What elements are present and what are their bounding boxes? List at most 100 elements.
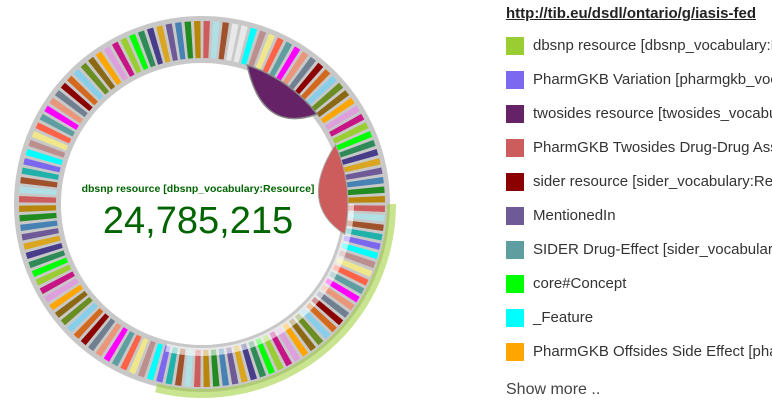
ring-segment[interactable] bbox=[346, 220, 384, 232]
ring-segment[interactable] bbox=[325, 105, 360, 130]
ring-segment[interactable] bbox=[174, 22, 186, 60]
graph-link[interactable]: http://tib.eu/dsdl/ontario/g/iasis-fed bbox=[506, 5, 756, 22]
ring-segment[interactable] bbox=[120, 37, 142, 74]
ring-segment[interactable] bbox=[67, 75, 98, 106]
ring-segment[interactable] bbox=[325, 278, 360, 303]
ring-segment[interactable] bbox=[294, 62, 324, 95]
ring-segment[interactable] bbox=[335, 257, 373, 277]
ring-segment[interactable] bbox=[276, 327, 301, 362]
ring-segment[interactable] bbox=[262, 37, 284, 74]
ring-segment[interactable] bbox=[288, 318, 316, 352]
ring-segment[interactable] bbox=[44, 278, 79, 303]
ring-segment[interactable] bbox=[335, 131, 373, 151]
ring-segment[interactable] bbox=[20, 176, 58, 188]
ring-segment[interactable] bbox=[184, 21, 194, 59]
ring-segment[interactable] bbox=[95, 51, 122, 86]
ring-segment[interactable] bbox=[194, 349, 201, 387]
ring-segment[interactable] bbox=[332, 122, 369, 144]
ring-segment[interactable] bbox=[306, 302, 337, 333]
ring-segment[interactable] bbox=[282, 322, 309, 357]
ring-segment[interactable] bbox=[35, 122, 72, 144]
ring-segment[interactable] bbox=[276, 46, 301, 81]
ring-segment[interactable] bbox=[60, 82, 93, 112]
ring-segment[interactable] bbox=[341, 243, 379, 260]
legend-item[interactable]: PharmGKB Twosides Drug-Drug Association bbox=[506, 138, 772, 158]
ring-segment[interactable] bbox=[44, 105, 79, 130]
ring-segment[interactable] bbox=[262, 334, 284, 371]
ring-segment[interactable] bbox=[39, 113, 75, 137]
legend-item[interactable]: _Feature bbox=[506, 308, 772, 328]
ring-segment[interactable] bbox=[111, 331, 135, 367]
ring-segment[interactable] bbox=[329, 271, 365, 295]
legend-item[interactable]: dbsnp resource [dbsnp_vocabulary:Resourc… bbox=[506, 36, 772, 56]
ring-segment[interactable] bbox=[174, 348, 186, 386]
ring-segment[interactable] bbox=[31, 257, 69, 277]
ring-segment[interactable] bbox=[255, 33, 275, 71]
ring-segment[interactable] bbox=[203, 349, 210, 387]
ring-segment[interactable] bbox=[210, 21, 220, 59]
ring-segment[interactable] bbox=[338, 250, 376, 269]
ring-segment[interactable] bbox=[184, 349, 194, 387]
ring-segment[interactable] bbox=[73, 69, 104, 100]
ring-segment[interactable] bbox=[194, 21, 201, 59]
ring-segment[interactable] bbox=[300, 69, 331, 100]
ring-segment[interactable] bbox=[269, 41, 293, 77]
ring-segment[interactable] bbox=[49, 284, 84, 311]
ring-segment[interactable] bbox=[332, 264, 369, 286]
ring-segment[interactable] bbox=[137, 30, 156, 68]
legend-item[interactable]: MentionedIn bbox=[506, 206, 772, 226]
legend-item[interactable]: sider resource [sider_vocabulary:Resourc… bbox=[506, 172, 772, 192]
ring-segment[interactable] bbox=[218, 22, 230, 60]
chords[interactable] bbox=[246, 64, 349, 236]
ring-segment[interactable] bbox=[129, 337, 149, 375]
ring-segment[interactable] bbox=[103, 46, 128, 81]
ring-segment[interactable] bbox=[19, 205, 57, 212]
ring-segment[interactable] bbox=[241, 27, 258, 65]
ring-segment[interactable] bbox=[329, 113, 365, 137]
ring-segment[interactable] bbox=[111, 41, 135, 77]
ring-segment[interactable] bbox=[31, 131, 69, 151]
ring-segment[interactable] bbox=[25, 243, 63, 260]
ring-segment[interactable] bbox=[19, 186, 57, 196]
ring-segment[interactable] bbox=[80, 62, 110, 95]
ring-segment[interactable] bbox=[49, 97, 84, 124]
ring-segment[interactable] bbox=[28, 139, 66, 158]
ring-segment[interactable] bbox=[21, 167, 59, 180]
ring-segment[interactable] bbox=[347, 196, 385, 203]
ring-segment[interactable] bbox=[226, 347, 239, 385]
ring-segment[interactable] bbox=[88, 56, 116, 90]
ring-segment[interactable] bbox=[248, 340, 267, 378]
ring-segment[interactable] bbox=[203, 21, 210, 59]
ring-segment[interactable] bbox=[165, 347, 178, 385]
ring-segment[interactable] bbox=[137, 340, 156, 378]
ring-segment[interactable] bbox=[306, 75, 337, 106]
ring-segment[interactable] bbox=[146, 343, 163, 381]
chord-twosides[interactable] bbox=[246, 64, 319, 120]
ring-segment[interactable] bbox=[146, 27, 163, 65]
ring-segment[interactable] bbox=[294, 313, 324, 346]
ring-segment[interactable] bbox=[233, 345, 248, 383]
ring-segment[interactable] bbox=[19, 212, 57, 222]
ring-segment[interactable] bbox=[67, 302, 98, 333]
ring-segment[interactable] bbox=[311, 296, 344, 326]
ring-segment[interactable] bbox=[103, 327, 128, 362]
ring-segment[interactable] bbox=[165, 23, 178, 61]
ring-segment[interactable] bbox=[20, 220, 58, 232]
ring-segment[interactable] bbox=[346, 176, 384, 188]
ring-segment[interactable] bbox=[347, 186, 385, 196]
ring-segment[interactable] bbox=[282, 51, 309, 86]
ring-segment[interactable] bbox=[21, 228, 59, 241]
ring-segment[interactable] bbox=[345, 167, 383, 180]
show-more-link[interactable]: Show more .. bbox=[506, 381, 601, 398]
ring-segment[interactable] bbox=[28, 250, 66, 269]
ring-segment[interactable] bbox=[23, 235, 61, 250]
ring-segments[interactable] bbox=[19, 21, 385, 387]
ring-segment[interactable] bbox=[255, 337, 275, 375]
legend-item[interactable]: core#Concept bbox=[506, 274, 772, 294]
legend-item[interactable]: SIDER Drug-Effect [sider_vocabulary:Drug… bbox=[506, 240, 772, 260]
ring-segment[interactable] bbox=[80, 313, 110, 346]
ring-segment[interactable] bbox=[311, 82, 344, 112]
legend-item[interactable]: PharmGKB Variation [pharmgkb_vocabulary:… bbox=[506, 70, 772, 90]
ring-segment[interactable] bbox=[156, 345, 171, 383]
ring-segment[interactable] bbox=[60, 296, 93, 326]
